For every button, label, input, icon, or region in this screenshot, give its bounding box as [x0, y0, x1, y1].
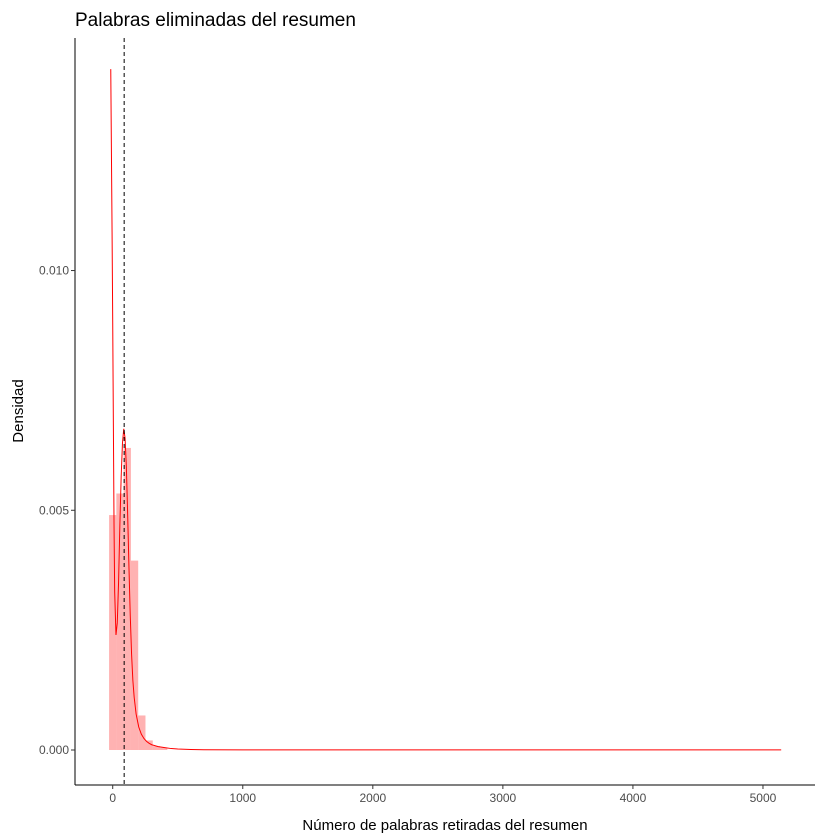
histogram-bar-2	[123, 447, 131, 750]
chart-title: Palabras eliminadas del resumen	[75, 10, 356, 31]
histogram-bar-0	[109, 515, 117, 750]
histogram-bar-4	[138, 715, 146, 750]
x-tick-label: 1000	[229, 791, 256, 805]
x-tick-label: 3000	[490, 791, 517, 805]
y-tick-label: 0.005	[39, 503, 69, 517]
plot-area	[109, 38, 782, 785]
y-axis-ticks: 0.000 0.005 0.010	[39, 264, 75, 757]
histogram-bar-5	[145, 740, 153, 750]
histogram-bar-1	[116, 493, 124, 750]
histogram-bar-6	[152, 746, 161, 750]
y-axis-title: Densidad	[10, 379, 27, 442]
histogram-bar-3	[130, 560, 139, 750]
x-tick-label: 2000	[359, 791, 386, 805]
histogram-bar-7	[160, 747, 168, 750]
x-tick-label: 5000	[750, 791, 777, 805]
y-tick-label: 0.000	[39, 743, 69, 757]
y-tick-label: 0.010	[39, 264, 69, 278]
density-curve	[110, 69, 782, 751]
x-axis-title: Número de palabras retiradas del resumen	[302, 817, 587, 834]
x-axis-ticks: 0 1000 2000 3000 4000 5000	[109, 785, 777, 805]
x-tick-label: 4000	[620, 791, 647, 805]
x-tick-label: 0	[109, 791, 116, 805]
